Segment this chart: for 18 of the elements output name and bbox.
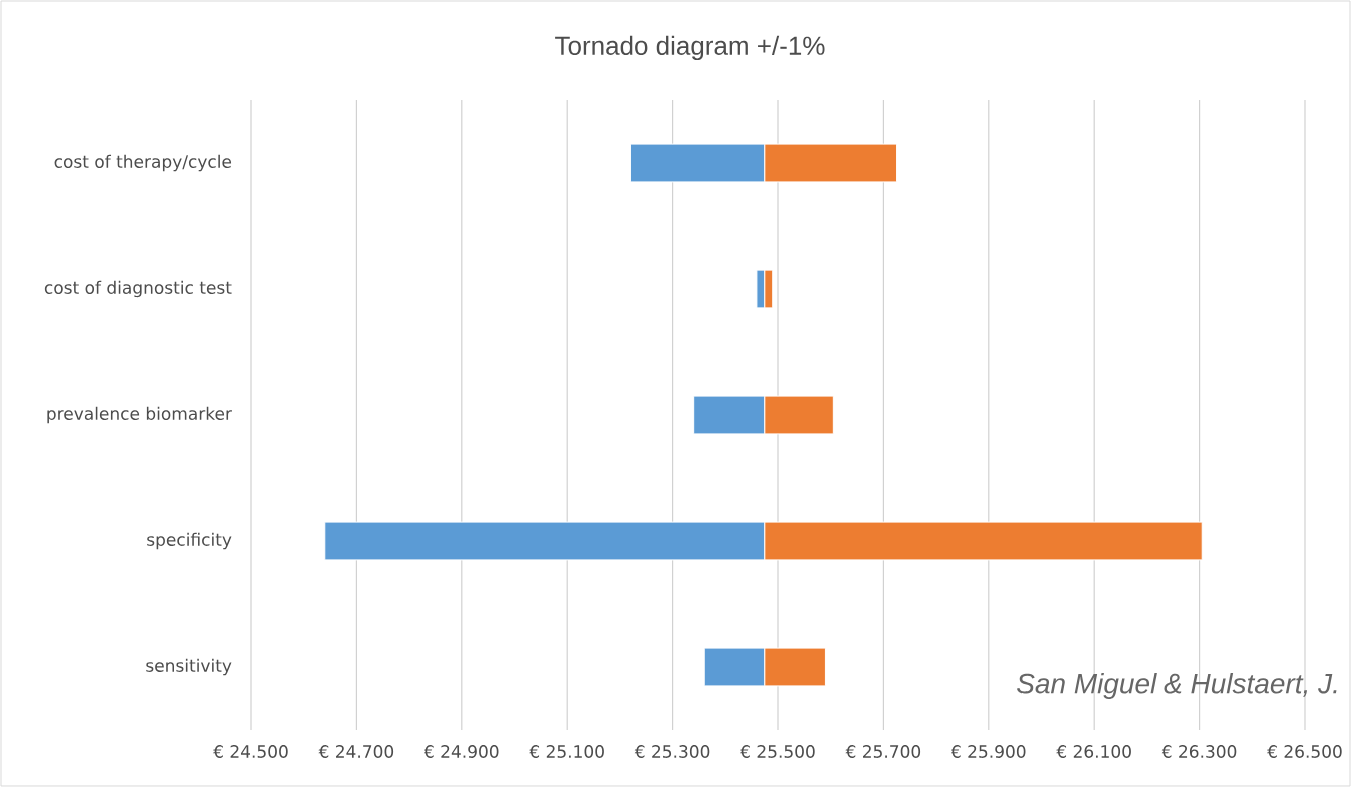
x-tick-label: € 25.700 [845,745,921,758]
x-tick-label: € 26.300 [1161,745,1237,758]
x-tick-label: € 26.500 [1267,745,1342,758]
x-tick-label: € 26.100 [1056,745,1131,758]
annotation: San Miguel & Hulstaert, J. [1017,672,1337,700]
y-tick-label: cost of therapy/cycle [54,154,232,172]
x-tick-label: € 24.700 [318,745,394,758]
x-tick-label: € 25.100 [529,745,604,758]
x-tick-label: € 24.500 [213,745,288,758]
y-tick-label: sensitivity [146,658,232,676]
x-tick-label: € 25.300 [634,745,710,758]
y-tick-label: specificity [147,532,232,550]
x-tick-label: € 25.900 [950,745,1026,758]
y-tick-label: cost of diagnostic test [44,280,232,298]
x-tick-label: € 24.900 [423,745,499,758]
y-tick-label: prevalence biomarker [47,406,232,424]
x-tick-label: € 25.500 [740,745,815,758]
chart-title: Tornado diagram +/-1% [555,35,825,61]
